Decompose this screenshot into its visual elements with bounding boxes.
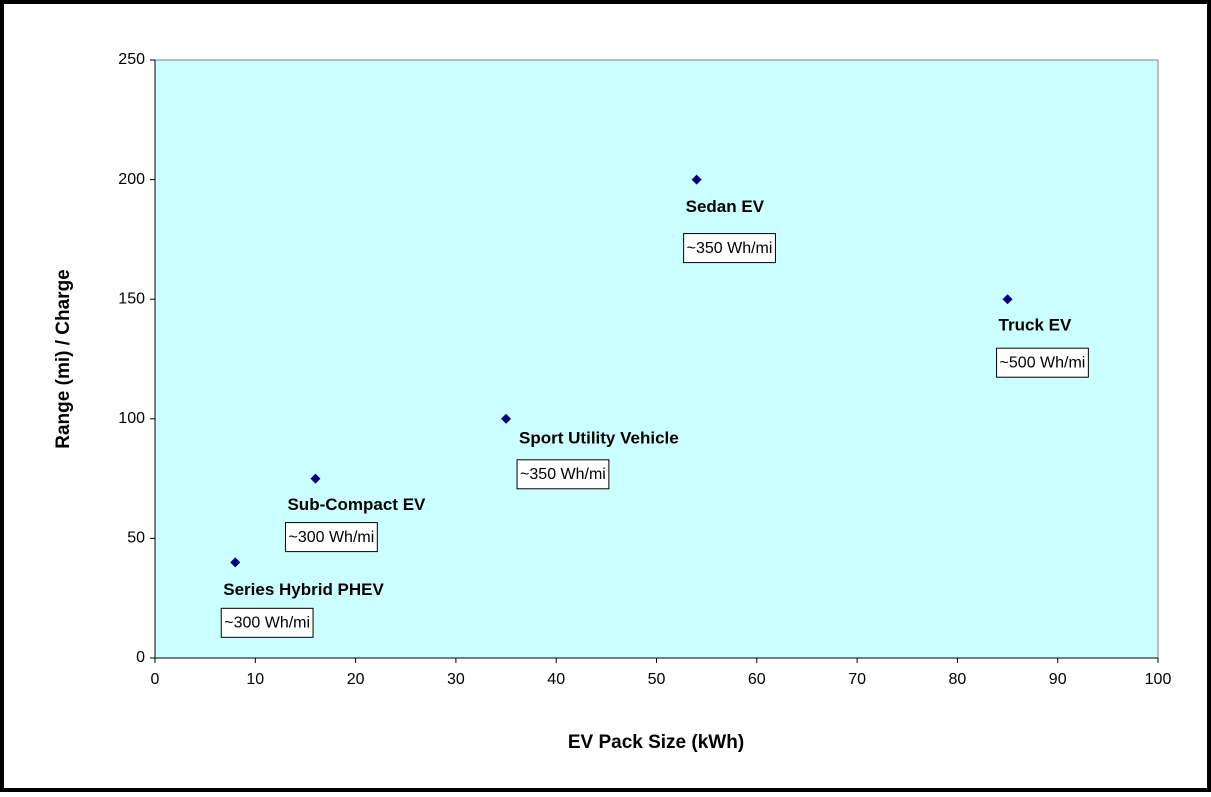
point-note: ~500 Wh/mi xyxy=(1000,354,1086,371)
point-label: Sub-Compact EV xyxy=(287,495,426,514)
x-tick-label: 80 xyxy=(949,671,967,688)
point-note: ~350 Wh/mi xyxy=(520,466,606,483)
y-tick-label: 250 xyxy=(118,51,145,68)
x-tick-label: 60 xyxy=(748,671,766,688)
note-box xyxy=(220,607,314,638)
y-tick-label: 100 xyxy=(118,410,145,427)
note-box xyxy=(284,522,378,553)
point-note: ~350 Wh/mi xyxy=(687,240,773,257)
y-tick-label: 150 xyxy=(118,290,145,307)
x-tick-label: 0 xyxy=(151,671,160,688)
note-box xyxy=(996,347,1089,378)
point-label: Sport Utility Vehicle xyxy=(519,428,679,447)
note-box xyxy=(683,233,776,264)
y-axis-title: Range (mi) / Charge xyxy=(53,269,74,448)
y-tick-label: 200 xyxy=(118,171,145,188)
point xyxy=(230,557,241,568)
y-tick-label: 0 xyxy=(136,649,145,666)
y-tick-label: 50 xyxy=(127,530,145,547)
point xyxy=(691,174,702,185)
point xyxy=(501,413,512,424)
x-tick-label: 30 xyxy=(447,671,465,688)
x-axis-title: EV Pack Size (kWh) xyxy=(568,732,744,753)
point-label: Sedan EV xyxy=(686,197,765,216)
point-note: ~300 Wh/mi xyxy=(224,615,310,632)
x-tick-label: 10 xyxy=(246,671,264,688)
note-box xyxy=(516,459,610,490)
x-tick-label: 100 xyxy=(1145,671,1172,688)
point-label: Truck EV xyxy=(999,316,1072,335)
x-tick-label: 50 xyxy=(648,671,666,688)
x-tick-label: 70 xyxy=(848,671,866,688)
x-tick-label: 20 xyxy=(347,671,365,688)
plot-area xyxy=(154,59,1159,659)
x-tick-label: 40 xyxy=(547,671,565,688)
point-label: Series Hybrid PHEV xyxy=(223,580,384,599)
x-tick-label: 90 xyxy=(1049,671,1067,688)
point xyxy=(310,473,321,484)
point-note: ~300 Wh/mi xyxy=(288,529,374,546)
point xyxy=(1002,294,1013,305)
